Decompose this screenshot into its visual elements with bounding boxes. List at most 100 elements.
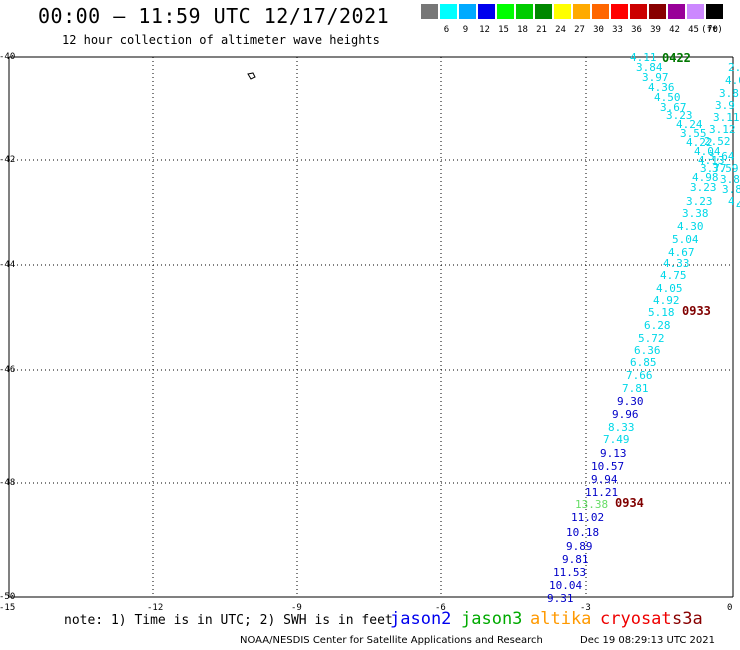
lat-tick-label: -42 [0,155,16,165]
wave-height-label: 3.8 [722,183,740,196]
wave-height-label: 10.18 [566,526,600,539]
wave-height-label: 3.38 [682,207,709,220]
legend-entry-jason3: jason3 [461,609,523,629]
wave-height-label: 13.38 [575,498,609,511]
wave-height-label: 7.49 [603,433,630,446]
wave-height-label: 11.21 [585,486,619,499]
wave-height-label: 9.81 [562,553,589,566]
wave-height-label: 4.04 [694,145,721,158]
colorbar-label: 33 [612,25,623,35]
wave-height-label: 6.85 [630,356,657,369]
lon-tick-label: -9 [291,603,302,613]
colorbar-label: 15 [498,25,509,35]
colorbar-swatch [611,4,628,19]
wave-height-label: 9.96 [612,408,639,421]
legend-entry-jason2: jason2 [390,609,452,629]
wave-height-label: 4.36 [648,81,675,94]
colorbar-label: 21 [536,25,547,35]
colorbar-label: 24 [555,25,566,35]
lon-tick-label: -3 [580,603,591,613]
wave-height-label: 7.66 [626,369,653,382]
colorbar-label: 36 [631,25,642,35]
pass-time-label: 0422 [662,51,691,65]
wave-height-label: 5.04 [672,233,699,246]
wave-height-label: 4.50 [654,91,681,104]
map-grid [8,56,734,598]
wave-height-label: 4. [728,195,740,208]
wave-height-label: 3.23 [666,109,693,122]
wave-height-label: 3.84 [636,61,663,74]
colorbar-swatch [687,4,704,19]
wave-height-label: 3.9 [715,99,735,112]
colorbar-swatch [516,4,533,19]
colorbar-swatch [535,4,552,19]
wave-height-label: 3.11 [713,111,740,124]
wave-height-label: 4.92 [653,294,680,307]
wave-height-label: 4. [736,199,740,212]
wave-height-label: 2.52 [704,135,731,148]
wave-height-label: 10.57 [591,460,625,473]
colorbar-label: 45 [688,25,699,35]
lon-tick-label: -12 [147,603,164,613]
wave-height-label: 8.33 [608,421,635,434]
wave-height-label: 3.77 [700,162,727,175]
colorbar-swatch [440,4,457,19]
colorbar-swatch [421,4,438,19]
lon-tick-label: 0 [727,603,733,613]
colorbar-swatch [592,4,609,19]
colorbar-swatch [573,4,590,19]
lat-tick-label: -46 [0,365,16,375]
generated-timestamp: Dec 19 08:29:13 UTC 2021 [580,635,715,646]
wave-height-label: 3.8 [719,87,739,100]
legend-entry-s3a: s3a [672,609,703,629]
wave-height-label: 9.30 [617,395,644,408]
lat-tick-label: -40 [0,52,16,62]
wave-height-label: 5.72 [638,332,665,345]
colorbar-label: 39 [650,25,661,35]
wave-height-label: 3.64 [708,150,735,163]
legend-entry-altika: altika [530,609,592,629]
colorbar-label: 27 [574,25,585,35]
colorbar-swatch [459,4,476,19]
colorbar-label: 42 [669,25,680,35]
wave-height-label: 4.98 [692,171,719,184]
colorbar-swatch [668,4,685,19]
wave-height-label: 6.28 [644,319,671,332]
wave-height-label: 3.86 [720,173,740,186]
colorbar-label: 70 [707,25,718,35]
lon-tick-label: -15 [0,603,16,613]
wave-height-label: 4.30 [677,220,704,233]
colorbar-swatch [706,4,723,19]
wave-height-label: 3.12 [709,123,736,136]
wave-height-label: 9.94 [591,473,618,486]
wave-height-label: 7.81 [622,382,649,395]
wave-height-label: 10.04 [549,579,583,592]
wave-height-label: 6.36 [634,344,661,357]
colorbar-swatch [649,4,666,19]
wave-height-label: 4.67 [668,246,695,259]
wave-height-label: 3.23 [686,195,713,208]
wave-height-label: 3.55 [680,127,707,140]
wave-height-label: 3.23 [690,181,717,194]
wave-height-label: 3.97 [642,71,669,84]
wave-height-label: 4.0 [725,74,740,87]
colorbar-swatch [554,4,571,19]
colorbar-label: 30 [593,25,604,35]
wave-height-label: 3.67 [660,101,687,114]
wave-height-label: 9.31 [547,592,574,605]
map-subtitle: 12 hour collection of altimeter wave hei… [62,33,380,47]
pass-time-label: 0934 [615,496,644,510]
wave-height-label: 4.24 [676,118,703,131]
pass-time-label: 0933 [682,304,711,318]
wave-height-label: 11.53 [553,566,587,579]
colorbar-unit: (ft) [701,25,723,35]
wave-height-label: 5.18 [648,306,675,319]
map-title: 00:00 – 11:59 UTC 12/17/2021 [38,4,390,28]
colorbar-swatch [478,4,495,19]
lat-tick-label: -44 [0,260,16,270]
colorbar-swatch [497,4,514,19]
wave-height-label: 4.22 [686,136,713,149]
colorbar-label: 6 [443,25,450,35]
